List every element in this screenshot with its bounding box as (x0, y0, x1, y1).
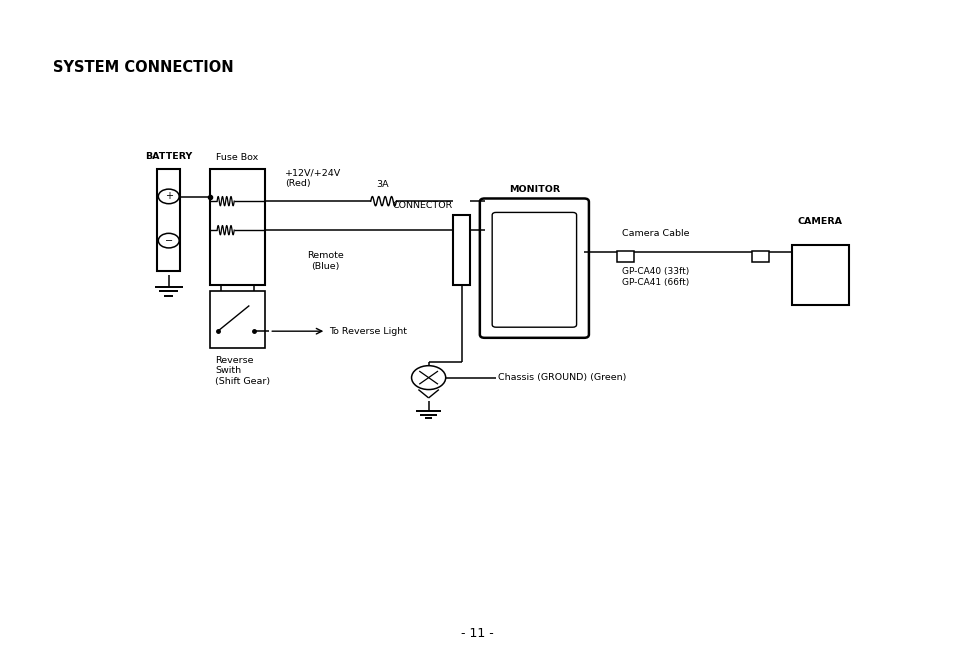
Text: +: + (165, 191, 172, 201)
Text: Chassis (GROUND) (Green): Chassis (GROUND) (Green) (497, 373, 625, 382)
Text: +12V/+24V
(Red): +12V/+24V (Red) (285, 169, 341, 188)
Text: −: − (165, 235, 172, 246)
Text: 3A: 3A (375, 180, 388, 189)
FancyBboxPatch shape (479, 199, 588, 338)
Bar (791, 245, 848, 304)
Text: SYSTEM CONNECTION: SYSTEM CONNECTION (53, 60, 233, 76)
Text: MONITOR: MONITOR (508, 185, 559, 194)
Bar (617, 251, 634, 262)
Text: BATTERY: BATTERY (145, 152, 193, 161)
Bar (751, 251, 768, 262)
Text: GP-CA40 (33ft)
GP-CA41 (66ft): GP-CA40 (33ft) GP-CA41 (66ft) (621, 268, 689, 287)
Bar (210, 169, 264, 285)
Text: Remote
(Blue): Remote (Blue) (307, 252, 343, 271)
Bar (157, 169, 180, 272)
Text: - 11 -: - 11 - (460, 627, 493, 640)
Bar (453, 215, 470, 285)
Bar (210, 292, 264, 348)
Text: Fuse Box: Fuse Box (215, 153, 258, 162)
Text: CONNECTOR: CONNECTOR (392, 201, 452, 210)
Text: To Reverse Light: To Reverse Light (329, 326, 407, 336)
Text: Camera Cable: Camera Cable (621, 229, 689, 237)
Text: Reverse
Swith
(Shift Gear): Reverse Swith (Shift Gear) (214, 356, 270, 385)
Text: CAMERA: CAMERA (797, 217, 841, 226)
FancyBboxPatch shape (492, 213, 576, 327)
